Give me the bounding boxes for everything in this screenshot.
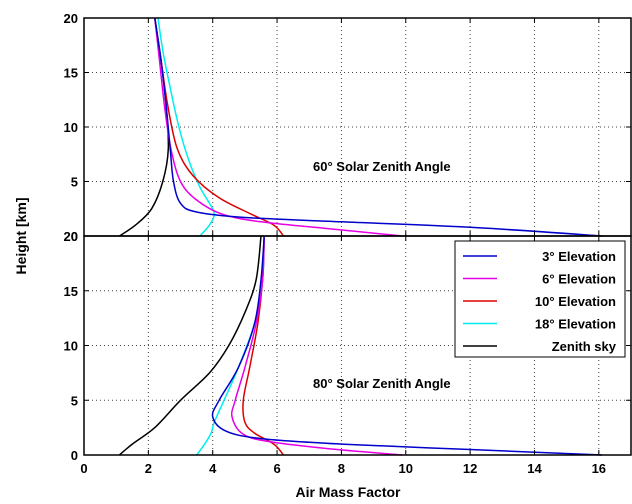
series-layer <box>118 17 603 456</box>
legend-label-6-elevation: 6° Elevation <box>542 272 616 287</box>
legend-label-10-elevation: 10° Elevation <box>535 294 616 309</box>
panel-annotation-60: 60° Solar Zenith Angle <box>313 159 451 174</box>
x-tick-label: 2 <box>145 461 152 476</box>
x-tick-label: 0 <box>80 461 87 476</box>
legend-label-18-elevation: 18° Elevation <box>535 317 616 332</box>
y-tick-label: 15 <box>64 66 78 81</box>
x-tick-label: 10 <box>399 461 413 476</box>
y-tick-label: 5 <box>71 175 78 190</box>
series-line-3-elevation-panel-2 <box>211 235 603 456</box>
x-tick-label: 6 <box>273 461 280 476</box>
y-tick-label: 0 <box>71 229 78 244</box>
axes-layer <box>83 17 632 456</box>
x-tick-label: 16 <box>592 461 606 476</box>
x-tick-label: 14 <box>527 461 542 476</box>
legend-label-3-elevation: 3° Elevation <box>542 249 616 264</box>
series-line-zenith-sky-panel-1 <box>118 17 170 237</box>
legend: 3° Elevation 6° Elevation 10° Elevation 18°… <box>454 240 626 358</box>
x-tick-label: 8 <box>338 461 345 476</box>
legend-label-zenith-sky: Zenith sky <box>552 339 617 354</box>
y-axis-label: Height [km] <box>13 198 29 275</box>
y-tick-label: 0 <box>71 448 78 463</box>
y-tick-label: 20 <box>64 229 78 244</box>
series-line-18-elevation-panel-1 <box>157 17 216 237</box>
y-tick-label: 10 <box>64 120 78 135</box>
series-line-zenith-sky-panel-2 <box>118 235 262 456</box>
series-line-6-elevation-panel-1 <box>154 17 403 237</box>
series-line-6-elevation-panel-2 <box>230 235 403 456</box>
y-tick-label: 15 <box>64 284 78 299</box>
panel-annotation-80: 80° Solar Zenith Angle <box>313 376 451 391</box>
y-tick-label: 5 <box>71 393 78 408</box>
legend-box <box>454 240 626 358</box>
x-tick-label: 4 <box>209 461 217 476</box>
x-axis-label: Air Mass Factor <box>295 484 401 500</box>
series-line-3-elevation-panel-1 <box>154 17 603 237</box>
y-tick-label: 10 <box>64 339 78 354</box>
x-tick-label: 12 <box>463 461 477 476</box>
y-tick-label: 20 <box>64 11 78 26</box>
